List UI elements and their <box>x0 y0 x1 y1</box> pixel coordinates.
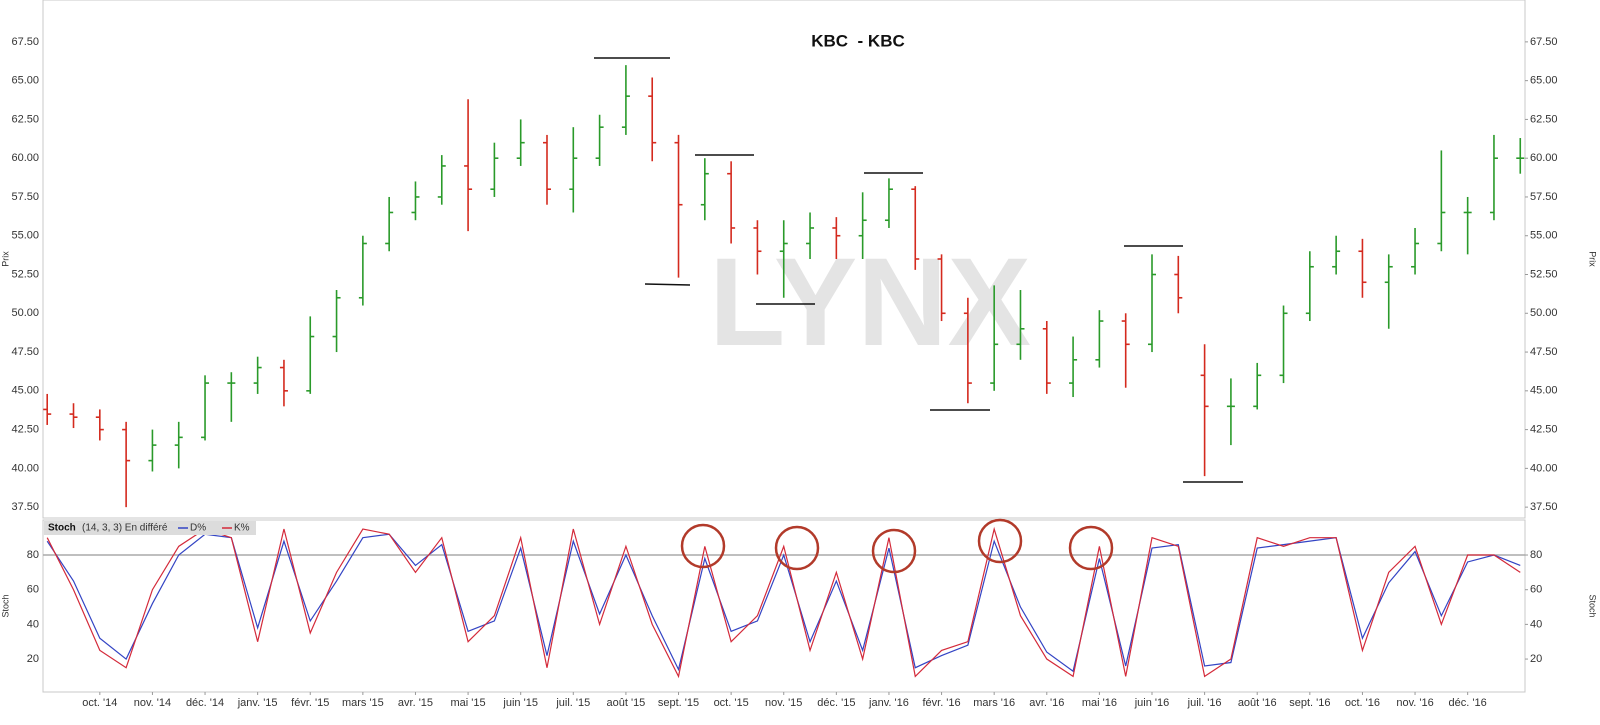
x-tick-label: déc. '14 <box>186 697 224 709</box>
highlight-circle <box>977 518 1023 564</box>
y-tick-label-right: 45.00 <box>1530 385 1558 397</box>
x-tick-label: nov. '14 <box>134 697 171 709</box>
highlight-circle <box>680 523 726 569</box>
x-tick-label: oct. '14 <box>82 697 117 709</box>
y-tick-label-right: 62.50 <box>1530 113 1558 125</box>
y-tick-label-right: 47.50 <box>1530 346 1558 358</box>
y-axis-label-right: Prix <box>1588 251 1598 267</box>
y-tick-label: 45.00 <box>11 385 39 397</box>
highlight-circle <box>1068 525 1114 571</box>
x-tick-label: juil. '15 <box>555 697 590 709</box>
x-tick-label: avr. '15 <box>398 697 433 709</box>
y-tick-label: 60.00 <box>11 152 39 164</box>
x-tick-label: sept. '16 <box>1289 697 1330 709</box>
y-tick-label-right: 55.00 <box>1530 230 1558 242</box>
x-tick-label: janv. '15 <box>237 697 278 709</box>
legend-label: K% <box>234 523 250 534</box>
y-tick-label: 80 <box>27 549 39 561</box>
y-tick-label-right: 50.00 <box>1530 307 1558 319</box>
x-tick-label: déc. '15 <box>817 697 855 709</box>
x-tick-label: janv. '16 <box>868 697 909 709</box>
y-tick-label-right: 20 <box>1530 653 1542 665</box>
y-tick-label-right: 60 <box>1530 584 1542 596</box>
y-tick-label: 47.50 <box>11 346 39 358</box>
x-tick-label: oct. '15 <box>714 697 749 709</box>
y-tick-label: 60 <box>27 584 39 596</box>
y-tick-label: 57.50 <box>11 191 39 203</box>
highlight-circle <box>774 525 820 571</box>
highlight-circle <box>871 528 917 574</box>
y-axis-label: Prix <box>0 251 10 267</box>
y-tick-label: 52.50 <box>11 268 39 280</box>
y-tick-label-right: 40.00 <box>1530 462 1558 474</box>
x-tick-label: mai '15 <box>451 697 486 709</box>
y-axis-label: Stoch <box>0 594 10 617</box>
y-tick-label-right: 60.00 <box>1530 152 1558 164</box>
legend-box <box>44 521 256 535</box>
y-tick-label: 40 <box>27 618 39 630</box>
x-tick-label: mars '15 <box>342 697 384 709</box>
y-tick-label-right: 37.50 <box>1530 501 1558 513</box>
legend-title: Stoch <box>48 523 76 534</box>
y-tick-label: 50.00 <box>11 307 39 319</box>
y-tick-label-right: 57.50 <box>1530 191 1558 203</box>
price-panel <box>42 0 1526 519</box>
x-tick-label: nov. '15 <box>765 697 802 709</box>
x-tick-label: déc. '16 <box>1449 697 1487 709</box>
x-tick-label: mai '16 <box>1082 697 1117 709</box>
legend-label: D% <box>190 523 206 534</box>
x-tick-label: avr. '16 <box>1029 697 1064 709</box>
y-tick-label: 40.00 <box>11 462 39 474</box>
x-tick-label: mars '16 <box>973 697 1015 709</box>
y-tick-label-right: 67.50 <box>1530 36 1558 48</box>
chart-title: KBC - KBC <box>811 31 905 50</box>
x-tick-label: févr. '15 <box>291 697 329 709</box>
stoch-line <box>46 533 1521 673</box>
annotations <box>594 57 1243 574</box>
x-tick-label: sept. '15 <box>658 697 699 709</box>
x-tick-label: août '16 <box>1238 697 1277 709</box>
y-tick-label-right: 80 <box>1530 549 1542 561</box>
y-tick-label-right: 65.00 <box>1530 75 1558 87</box>
x-tick-label: oct. '16 <box>1345 697 1380 709</box>
y-axis-label-right: Stoch <box>1588 594 1598 617</box>
x-tick-label: févr. '16 <box>922 697 960 709</box>
x-tick-label: août '15 <box>607 697 646 709</box>
legend-params: (14, 3, 3) En différé <box>82 523 168 534</box>
y-tick-label: 37.50 <box>11 501 39 513</box>
stoch-line <box>46 526 1521 679</box>
y-tick-label: 65.00 <box>11 75 39 87</box>
y-tick-label: 42.50 <box>11 424 39 436</box>
y-tick-label: 20 <box>27 653 39 665</box>
x-tick-label: juil. '16 <box>1187 697 1222 709</box>
x-tick-label: juin '16 <box>1134 697 1170 709</box>
x-tick-label: juin '15 <box>502 697 538 709</box>
watermark: LYNX <box>709 233 1031 372</box>
level-line <box>644 283 691 286</box>
y-tick-label-right: 40 <box>1530 618 1542 630</box>
y-tick-label: 55.00 <box>11 230 39 242</box>
y-tick-label-right: 52.50 <box>1530 268 1558 280</box>
x-tick-label: nov. '16 <box>1396 697 1433 709</box>
y-tick-label: 62.50 <box>11 113 39 125</box>
y-tick-label-right: 42.50 <box>1530 424 1558 436</box>
y-tick-label: 67.50 <box>11 36 39 48</box>
